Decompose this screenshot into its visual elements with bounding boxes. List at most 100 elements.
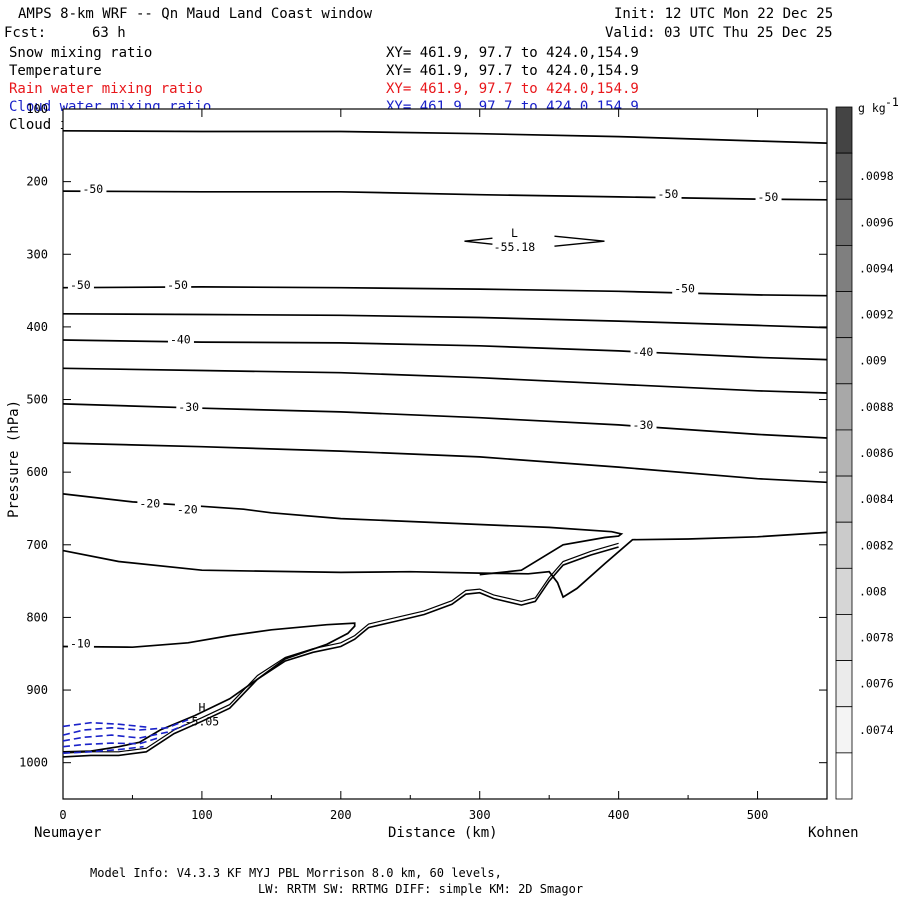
cloud-water-contours: [62, 719, 189, 754]
colorbar-swatch: [835, 521, 853, 569]
y-tick-label: 1000: [19, 756, 48, 770]
colorbar-label: .0084: [859, 492, 894, 506]
colorbar-label: .0076: [859, 677, 894, 691]
temperature-contours: -50 -50 -50 -50 -50 -50 -40 -40 -30 -30 -20 -20 -10: [62, 129, 828, 753]
isotherm-line: [62, 531, 828, 599]
contour-label-mask: [672, 281, 699, 295]
colorbar-label: .0082: [859, 538, 894, 552]
contour-label-mask: [67, 277, 94, 291]
contour-label-mask: [655, 187, 682, 201]
isotherm-line: [62, 367, 828, 394]
contour-label: -50: [658, 187, 679, 201]
contour-label: -40: [170, 332, 191, 346]
extremum-type: L: [511, 226, 518, 240]
colorbar-swatch: [835, 660, 853, 708]
model-info-line-1: Model Info: V4.3.3 KF MYJ PBL Morrison 8…: [90, 866, 502, 880]
colorbar-swatch: [835, 567, 853, 615]
cloud-water-contour: [62, 736, 161, 748]
y-tick-label: 900: [26, 683, 48, 697]
field-name: Snow mixing ratio: [9, 45, 152, 61]
colorbar-label: .008: [859, 584, 887, 598]
x-tick-label: 500: [747, 808, 769, 822]
contour-label: -30: [633, 418, 654, 432]
colorbar-label: .0078: [859, 631, 894, 645]
colorbar-swatch: [835, 198, 853, 246]
colorbar-swatch: [835, 429, 853, 477]
colorbar-swatch: [835, 244, 853, 292]
contour-label-mask: [176, 399, 203, 413]
x-tick-label: 200: [330, 808, 352, 822]
extremum-value: -5.05: [185, 714, 220, 728]
colorbar-label: .0096: [859, 215, 894, 229]
contour-label: -20: [139, 497, 160, 511]
forecast-hours: 63 h: [92, 25, 126, 41]
contour-label: -50: [82, 182, 103, 196]
contour-label-mask: [630, 344, 657, 358]
contour-label-mask: [137, 496, 164, 510]
isotherm-line: [62, 622, 356, 753]
contour-label: -50: [167, 278, 188, 292]
y-tick-label: 100: [26, 102, 48, 116]
isotherm-line: [62, 129, 828, 144]
isotherm-line: [62, 312, 828, 329]
x-tick-label: 400: [608, 808, 630, 822]
plot-frame: [62, 108, 828, 800]
colorbar-swatch: [835, 475, 853, 523]
model-info-line-2: LW: RRTM SW: RRTMG DIFF: simple KM: 2D S…: [258, 882, 583, 896]
axes: 0 100 200 300 400 500 100 200 300 400 500 600 700 800…: [19, 102, 827, 822]
colorbar-swatch: [835, 752, 853, 800]
extremum-type: H: [198, 700, 205, 714]
chart-title: AMPS 8-km WRF -- Qn Maud Land Coast wind…: [18, 6, 373, 22]
x-axis-label: Distance (km): [388, 825, 498, 841]
colorbar-label: .0088: [859, 400, 894, 414]
field-xy-range: XY= 461.9, 97.7 to 424.0,154.9: [386, 45, 639, 61]
contour-label-mask: [174, 502, 201, 516]
colorbar-swatch: [835, 614, 853, 662]
colorbar-label: .009: [859, 354, 887, 368]
y-tick-label: 400: [26, 320, 48, 334]
colorbar-label: .0086: [859, 446, 894, 460]
contour-label-mask: [67, 636, 94, 650]
colorbar-label: .0074: [859, 723, 894, 737]
colorbar-units: g kg: [858, 101, 886, 115]
contour-label-mask: [165, 277, 192, 291]
y-tick-label: 300: [26, 247, 48, 261]
contour-label: -30: [178, 400, 199, 414]
contour-label-mask: [755, 190, 782, 204]
valid-time: Valid: 03 UTC Thu 25 Dec 25: [605, 25, 833, 41]
cloud-water-contour: [62, 719, 189, 736]
x-tick-label: 0: [59, 808, 66, 822]
forecast-label: Fcst:: [4, 25, 46, 41]
cloud-water-contour: [62, 721, 147, 728]
contour-label: -40: [633, 345, 654, 359]
y-axis-label: Pressure (hPa): [6, 400, 22, 518]
colorbar-label: .0098: [859, 169, 894, 183]
field-name: Temperature: [9, 63, 102, 79]
contour-label: -50: [758, 190, 779, 204]
y-tick-label: 600: [26, 465, 48, 479]
contour-label: -50: [674, 282, 695, 296]
colorbar-label: .0094: [859, 261, 894, 275]
isotherm-line: [62, 493, 624, 576]
contour-label: -50: [70, 278, 91, 292]
y-tick-label: 800: [26, 610, 48, 624]
colorbar-units-exponent: -1: [885, 95, 899, 109]
contour-label: -20: [177, 502, 198, 516]
isotherm-line: [62, 339, 828, 361]
colorbar: .0098 .0096 .0094 .0092 .009 .0088 .0086 .0084.…: [835, 106, 894, 800]
colorbar-swatch: [835, 291, 853, 339]
cloud-water-contour: [62, 724, 186, 742]
low-contour-right: [554, 235, 605, 247]
isotherm-line: [62, 286, 828, 297]
y-tick-label: 200: [26, 175, 48, 189]
field-xy-range: XY= 461.9, 97.7 to 424.0,154.9: [386, 81, 639, 97]
contour-label-mask: [167, 332, 194, 346]
y-tick-label: 500: [26, 393, 48, 407]
extrema-labels: L-55.18 H-5.05: [185, 226, 605, 728]
field-xy-range: XY= 461.9, 97.7 to 424.0,154.9: [386, 63, 639, 79]
extremum-value: -55.18: [494, 240, 536, 254]
contour-label: -10: [70, 637, 91, 651]
x-tick-label: 100: [191, 808, 213, 822]
contour-label-mask: [630, 418, 657, 432]
